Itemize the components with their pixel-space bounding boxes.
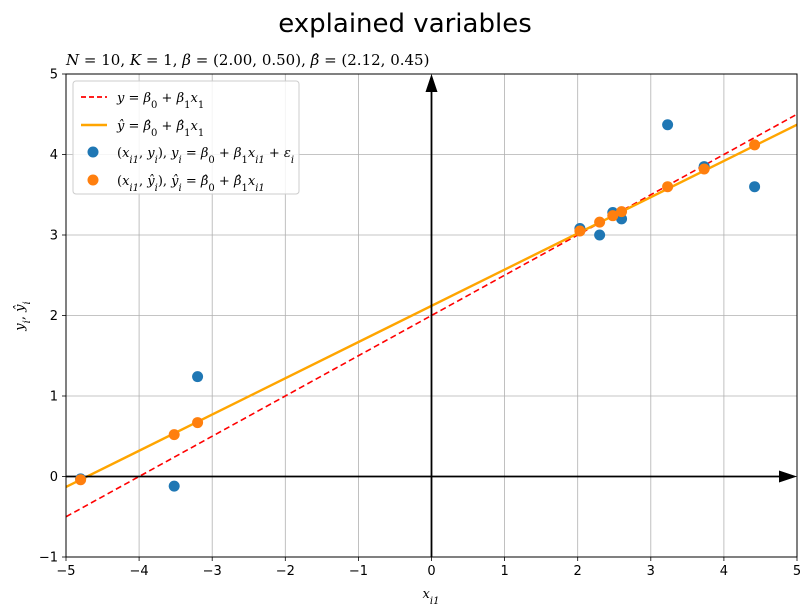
observed-point <box>192 371 204 383</box>
axis-arrows <box>66 74 797 557</box>
x-tick-label: 2 <box>574 564 582 579</box>
legend: y = β0 + β1x1 ŷ = β̂0 + β̂1x1 (xi1, yi),… <box>72 80 300 195</box>
x-tick-label: −4 <box>130 564 149 579</box>
data-points <box>75 119 761 492</box>
x-axis-arrow-head <box>779 470 797 483</box>
fitted-point <box>616 206 628 218</box>
fitted-point <box>594 216 606 228</box>
fitted-point <box>607 210 619 222</box>
y-tick-label: −1 <box>39 551 58 566</box>
observed-point <box>594 229 606 241</box>
legend-box <box>72 80 300 195</box>
y-axis-arrow-head <box>425 74 438 92</box>
fitted-point <box>662 181 674 193</box>
observed-point <box>168 480 180 492</box>
x-tick-label: −3 <box>203 564 222 579</box>
y-axis-label: yi, ŷi <box>13 301 33 331</box>
legend-fitted-points-marker <box>87 174 99 186</box>
y-tick-label: 2 <box>50 309 58 324</box>
y-tick-label: 3 <box>50 229 58 244</box>
y-tick-label: 5 <box>50 68 58 83</box>
x-tick-label: 3 <box>647 564 655 579</box>
legend-observed-label: (xi1, yi), yi = β0 + β1xi1 + εi <box>117 146 294 166</box>
x-tick-label: 5 <box>793 564 801 579</box>
fitted-point <box>698 163 710 175</box>
x-tick-label: 0 <box>427 564 435 579</box>
x-tick-label: −5 <box>56 564 75 579</box>
fitted-point <box>192 417 204 429</box>
legend-true-line-label: y = β0 + β1x1 <box>116 91 204 111</box>
x-tick-label: 1 <box>500 564 508 579</box>
observed-point <box>662 119 674 131</box>
figure-suptitle: explained variables <box>278 9 532 39</box>
fitted-point <box>75 474 87 486</box>
legend-fitted-points-label: (xi1, ŷi), ŷi = β̂0 + β̂1xi1 <box>117 174 265 194</box>
fitted-point <box>749 139 761 151</box>
fitted-point <box>574 225 586 237</box>
observed-point <box>749 181 761 193</box>
chart-title: N = 10, K = 1, β = (2.00, 0.50), β̂ = (2… <box>65 51 429 69</box>
legend-fitted-line-label: ŷ = β̂0 + β̂1x1 <box>116 119 204 139</box>
axis-ticks: −5 −4 −3 −2 −1 0 1 2 3 4 5 −1 0 1 2 3 4 5 <box>39 68 801 580</box>
y-tick-label: 1 <box>50 390 58 405</box>
x-axis-label: xi1 <box>423 587 440 607</box>
x-tick-label: −2 <box>276 564 295 579</box>
true-regression-line <box>66 113 797 518</box>
x-tick-label: −1 <box>349 564 368 579</box>
fitted-point <box>168 429 180 441</box>
y-tick-label: 4 <box>50 148 58 163</box>
y-tick-label: 0 <box>50 470 58 485</box>
x-tick-label: 4 <box>720 564 728 579</box>
legend-observed-marker <box>87 146 99 158</box>
